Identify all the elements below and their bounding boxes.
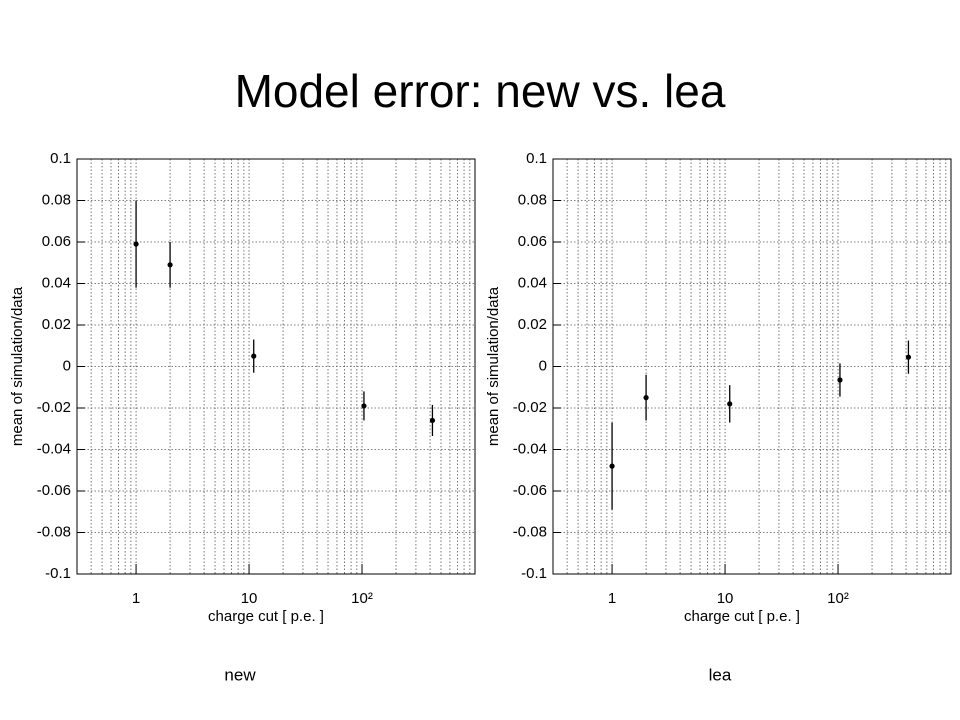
y-tick-label: 0.08 [42,191,71,208]
chart-caption: new [224,665,256,684]
y-tick-label: -0.04 [513,440,547,457]
x-tick-label: 10 [717,590,734,607]
slide-title: Model error: new vs. lea [235,65,726,117]
y-tick-label: 0.1 [50,150,71,167]
data-point [905,354,912,360]
data-point [251,353,257,359]
x-axis-label: charge cut [ p.e. ] [208,608,324,625]
data-point [609,463,615,469]
data-point [837,377,843,383]
chart-caption: lea [709,665,732,684]
plot-frame [552,158,952,575]
y-tick-label: -0.06 [513,482,547,499]
y-axis-label: mean of simulation/data [485,286,502,446]
x-tick-label: 10² [827,590,849,607]
y-tick-label: -0.02 [513,399,547,416]
data-point [429,417,436,424]
y-tick-label: -0.04 [37,440,71,457]
y-tick-label: 0.06 [518,233,547,250]
y-tick-label: -0.1 [45,565,71,582]
data-point [727,401,733,407]
y-axis-label: mean of simulation/data [9,286,26,446]
data-point [643,395,649,401]
y-tick-label: 0 [539,357,547,374]
y-tick-label: 0.1 [526,150,547,167]
data-point [167,262,173,268]
y-tick-label: -0.06 [37,482,71,499]
y-tick-label: 0 [63,357,71,374]
data-point [361,403,367,409]
y-tick-label: -0.02 [37,399,71,416]
y-tick-label: 0.02 [42,316,71,333]
x-tick-label: 1 [132,590,140,607]
y-tick-label: 0.04 [518,274,547,291]
y-tick-label: 0.02 [518,316,547,333]
y-tick-label: -0.08 [37,523,71,540]
y-tick-label: 0.04 [42,274,71,291]
x-tick-label: 10² [351,590,373,607]
y-tick-label: -0.1 [521,565,547,582]
plot-frame [76,158,476,575]
y-tick-label: 0.06 [42,233,71,250]
y-tick-label: -0.08 [513,523,547,540]
y-tick-label: 0.08 [518,191,547,208]
x-tick-label: 10 [241,590,258,607]
x-tick-label: 1 [608,590,616,607]
data-point [133,241,139,247]
x-axis-label: charge cut [ p.e. ] [684,608,800,625]
